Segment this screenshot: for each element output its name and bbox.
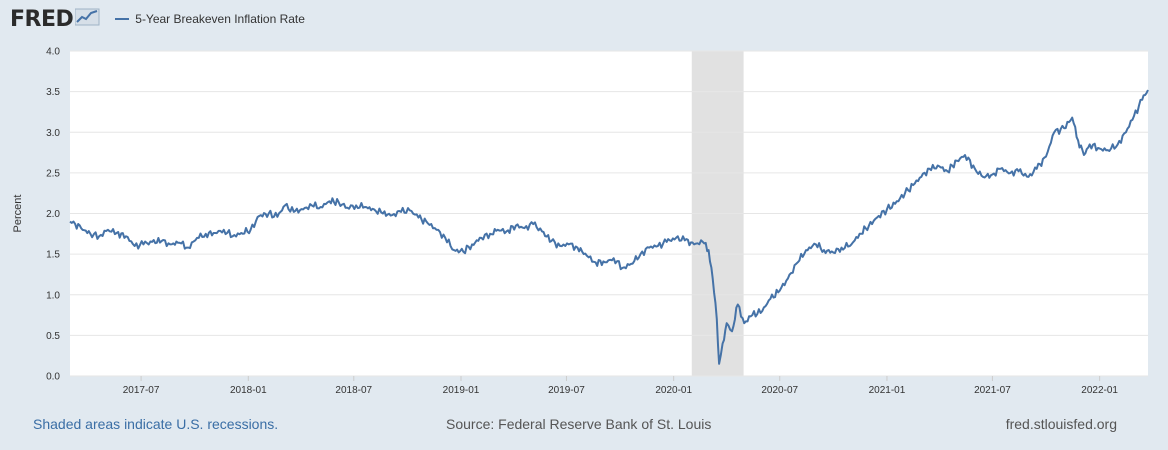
chart-line-icon bbox=[74, 7, 101, 32]
legend-label: 5-Year Breakeven Inflation Rate bbox=[135, 12, 305, 26]
y-tick-label: 2.5 bbox=[46, 168, 60, 179]
series-line-5-year-breakeven[interactable] bbox=[69, 89, 1149, 365]
fred-logo[interactable]: FRED bbox=[10, 7, 101, 32]
x-tick-label: 2017-07 bbox=[123, 385, 160, 396]
y-tick-label: 3.5 bbox=[46, 87, 60, 98]
y-tick-label: 2.0 bbox=[46, 209, 60, 220]
source-text: Source: Federal Reserve Bank of St. Loui… bbox=[446, 416, 712, 432]
x-tick-label: 2019-01 bbox=[443, 385, 480, 396]
x-tick-label: 2022-01 bbox=[1081, 385, 1118, 396]
x-tick-label: 2018-01 bbox=[230, 385, 267, 396]
x-tick-label: 2018-07 bbox=[335, 385, 372, 396]
x-tick-label: 2019-07 bbox=[548, 385, 585, 396]
x-tick-label: 2020-07 bbox=[761, 385, 798, 396]
legend[interactable]: 5-Year Breakeven Inflation Rate bbox=[115, 12, 305, 26]
y-tick-label: 4.0 bbox=[46, 47, 60, 58]
y-tick-label: 0.5 bbox=[46, 331, 60, 342]
y-axis-ticks: 0.0 0.5 1.0 1.5 2.0 2.5 3.0 3.5 4.0 bbox=[46, 47, 60, 383]
fred-url-link[interactable]: fred.stlouisfed.org bbox=[1005, 416, 1117, 432]
x-axis-ticks: 2017-07 2018-01 2018-07 2019-01 2019-07 2020-… bbox=[123, 376, 1118, 396]
y-tick-label: 3.0 bbox=[46, 128, 60, 139]
grid-lines bbox=[70, 50, 1148, 377]
y-tick-label: 0.0 bbox=[46, 372, 60, 383]
y-tick-label: 1.0 bbox=[46, 290, 60, 301]
x-tick-label: 2020-01 bbox=[655, 385, 692, 396]
y-tick-label: 1.5 bbox=[46, 250, 60, 261]
y-axis-label: Percent bbox=[12, 195, 24, 233]
chart-header: FRED 5-Year Breakeven Inflation Rate bbox=[10, 6, 305, 32]
line-chart: 0.0 0.5 1.0 1.5 2.0 2.5 3.0 3.5 4.0 2017-07 2018-… bbox=[12, 47, 1149, 396]
x-tick-label: 2021-07 bbox=[974, 385, 1011, 396]
recession-note-link[interactable]: Shaded areas indicate U.S. recessions. bbox=[33, 416, 279, 432]
x-tick-label: 2021-01 bbox=[869, 385, 906, 396]
fred-logo-text: FRED bbox=[10, 6, 74, 32]
chart-footer: Shaded areas indicate U.S. recessions. S… bbox=[0, 416, 1168, 436]
legend-swatch bbox=[115, 18, 130, 20]
